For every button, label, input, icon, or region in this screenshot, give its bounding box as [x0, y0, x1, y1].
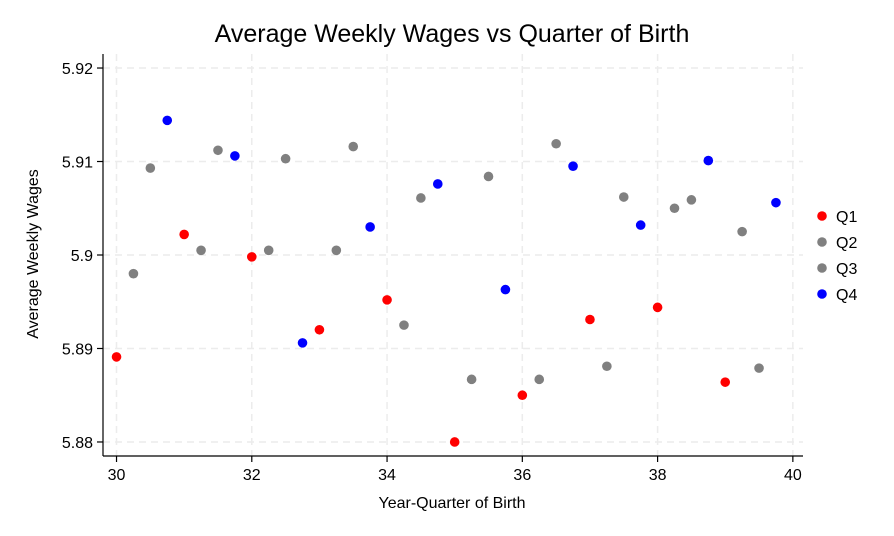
point-q4: [162, 115, 173, 126]
point-q3: [483, 171, 494, 182]
point-q2: [669, 203, 680, 214]
point-q3: [416, 193, 426, 203]
x-tick-label: 36: [513, 467, 531, 484]
point-q2: [128, 268, 139, 279]
point-q3: [145, 163, 156, 173]
point-q3: [213, 145, 223, 156]
x-tick-label: 34: [378, 467, 396, 484]
point-q3: [618, 192, 629, 202]
legend-marker-q2: [817, 237, 827, 247]
point-q4: [703, 155, 714, 166]
y-tick-label: 5.88: [62, 435, 93, 452]
point-q2: [399, 320, 409, 330]
point-q1: [382, 295, 392, 305]
x-axis-label: Year-Quarter of Birth: [378, 495, 525, 512]
y-tick-label: 5.91: [62, 155, 93, 172]
legend-marker-q3: [817, 263, 827, 273]
point-q2: [602, 361, 612, 372]
legend-marker-q1: [817, 211, 827, 221]
legend-label-q4: Q4: [836, 287, 857, 304]
point-q1: [111, 352, 122, 362]
point-q4: [500, 284, 511, 295]
point-q1: [517, 390, 528, 401]
point-q1: [652, 302, 663, 313]
y-axis-label: Average Weekly Wages: [25, 169, 42, 339]
point-q1: [720, 377, 731, 387]
x-tick-label: 30: [108, 467, 126, 484]
point-q1: [246, 252, 257, 262]
point-q2: [466, 374, 477, 385]
point-q2: [331, 245, 342, 256]
point-q1: [179, 229, 189, 240]
point-q3: [280, 153, 291, 164]
legend-label-q1: Q1: [836, 209, 857, 226]
y-tick-label: 5.9: [71, 248, 93, 265]
point-q3: [348, 141, 359, 152]
chart-title: Average Weekly Wages vs Quarter of Birth: [215, 20, 690, 48]
x-tick-label: 32: [243, 467, 261, 484]
point-q3: [551, 138, 561, 149]
point-q2: [196, 245, 206, 256]
point-q1: [314, 324, 325, 335]
point-q4: [432, 179, 443, 189]
point-q4: [771, 197, 781, 208]
point-q3: [686, 195, 697, 205]
legend: Q1 Q2 Q3 Q4: [817, 209, 857, 304]
point-q3: [754, 363, 764, 373]
point-q4: [635, 220, 646, 230]
legend-label-q2: Q2: [836, 235, 857, 252]
x-tick-label: 38: [649, 467, 667, 484]
point-q4: [297, 338, 308, 348]
y-tick-label: 5.89: [62, 341, 93, 358]
data-points: [111, 115, 781, 447]
point-q2: [737, 226, 747, 237]
point-q1: [585, 314, 595, 325]
point-q1: [449, 437, 460, 447]
point-q4: [365, 222, 375, 232]
legend-marker-q4: [817, 289, 827, 299]
point-q2: [263, 245, 274, 256]
point-q2: [534, 374, 545, 385]
axes: 30 32 34 36 38 40 5.88 5.89 5.9 5.91 5.92: [62, 54, 803, 484]
point-q4: [230, 151, 240, 161]
y-tick-label: 5.92: [62, 61, 93, 78]
point-q4: [568, 161, 578, 171]
legend-label-q3: Q3: [836, 261, 857, 278]
x-tick-label: 40: [784, 467, 802, 484]
